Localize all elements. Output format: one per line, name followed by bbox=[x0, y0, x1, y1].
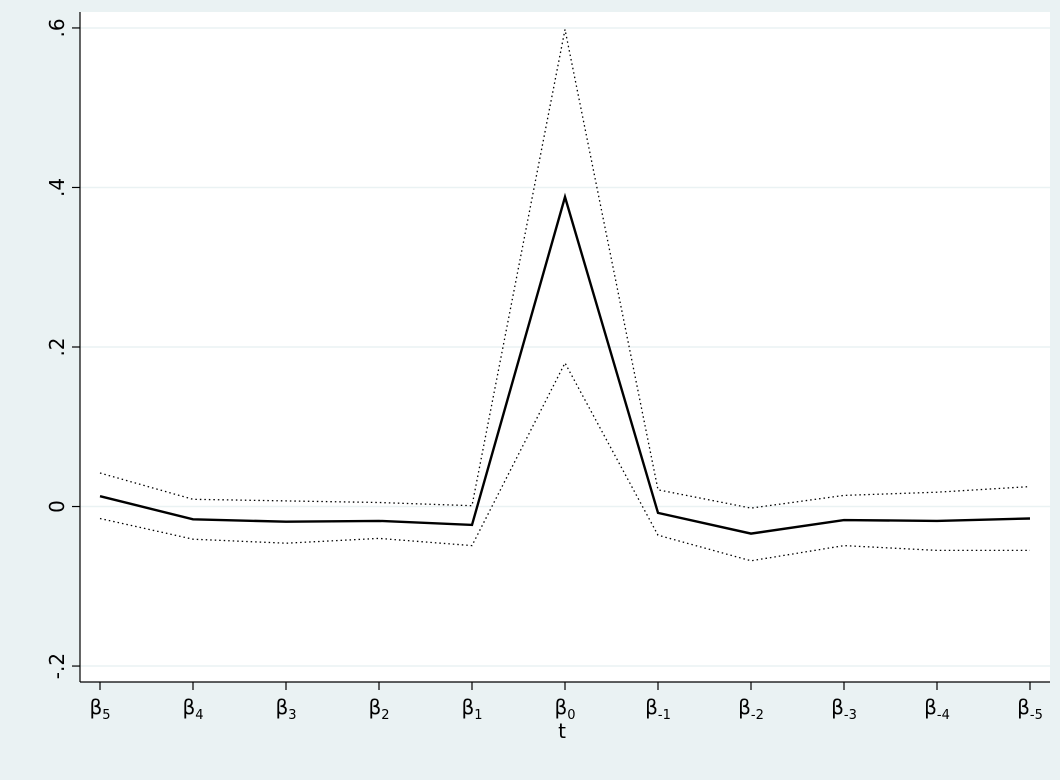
x-tick-label: β3 bbox=[275, 695, 296, 723]
x-tick-label: β-2 bbox=[738, 695, 764, 723]
x-tick-label: β4 bbox=[182, 695, 203, 723]
axes: -.2 0 .2 .4 .6 β5 β4 β3 β2 β1 β0 β-1 β-2 β-3 β-4 β-5 bbox=[45, 12, 1050, 723]
y-tick-label: .6 bbox=[45, 18, 69, 37]
x-tick-label: β0 bbox=[554, 695, 575, 723]
series-line-upper bbox=[99, 29, 1031, 509]
x-axis-title: t bbox=[558, 719, 566, 743]
x-tick-label: β5 bbox=[89, 695, 110, 723]
x-tick-label: β-4 bbox=[924, 695, 950, 723]
y-tick-label: -.2 bbox=[45, 653, 69, 679]
x-tick-label: β-1 bbox=[645, 695, 671, 723]
series-group bbox=[99, 29, 1031, 562]
series-line-estimate bbox=[99, 192, 1031, 535]
x-tick-label: β-3 bbox=[831, 695, 857, 723]
x-tick-label: β-5 bbox=[1017, 695, 1043, 723]
y-tick-label: 0 bbox=[45, 500, 69, 513]
gridlines bbox=[80, 27, 1050, 667]
x-tick-label: β2 bbox=[368, 695, 389, 723]
x-tick-label: β1 bbox=[461, 695, 482, 723]
y-tick-label: .2 bbox=[45, 337, 69, 356]
y-tick-label: .4 bbox=[45, 178, 69, 197]
